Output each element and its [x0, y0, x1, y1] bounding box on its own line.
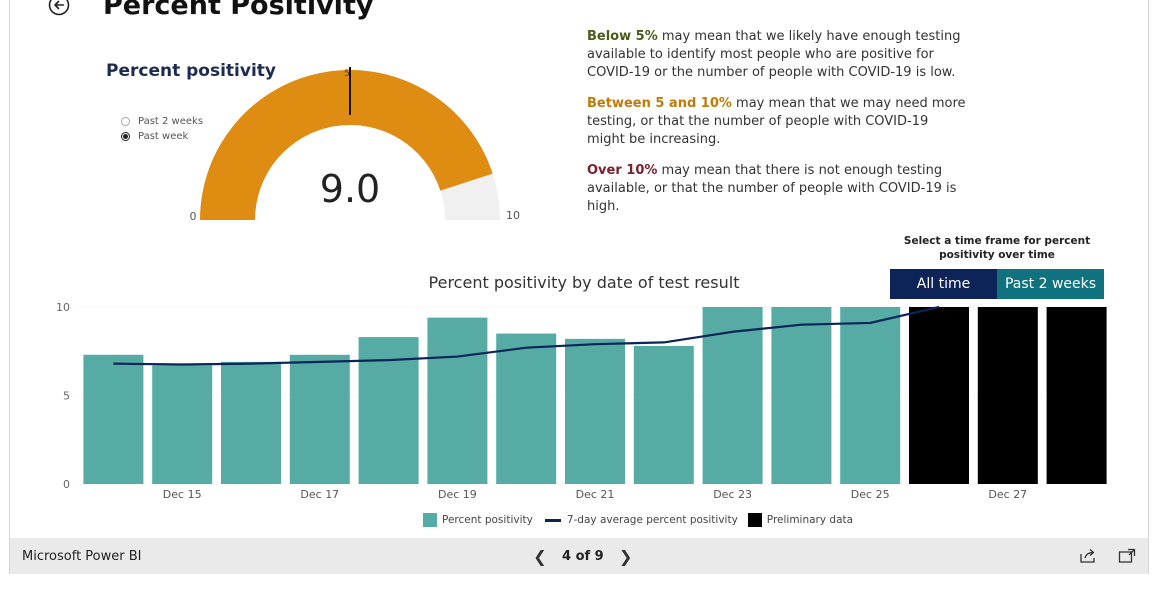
legend-line	[544, 518, 561, 522]
x-tick-label: Dec 23	[713, 488, 752, 501]
gauge-chart: 9.0 0 10 5	[190, 67, 520, 223]
page-navigator: ❮ 4 of 9 ❯	[526, 547, 640, 566]
chart-title: Percent positivity by date of test resul…	[428, 273, 740, 292]
back-arrow-icon[interactable]	[48, 0, 70, 16]
x-tick-label: Dec 25	[851, 488, 890, 501]
bar	[840, 307, 901, 484]
x-tick-label: Dec 15	[163, 488, 202, 501]
radio-button[interactable]	[121, 117, 130, 126]
x-tick-label: Dec 21	[576, 488, 615, 501]
chevron-right-icon[interactable]: ❯	[619, 546, 633, 566]
positivity-guidance: Below 5% may mean that we likely have en…	[587, 28, 967, 229]
expand-icon[interactable]	[1118, 548, 1136, 564]
time-range-radio-group: Past 2 weeks Past week	[121, 114, 203, 144]
legend-item-preliminary: Preliminary data	[738, 513, 853, 527]
bar	[221, 361, 281, 484]
bar	[633, 345, 694, 484]
gauge-value-arc	[200, 69, 493, 220]
y-tick-label: 10	[56, 301, 70, 314]
guidance-below-5: Below 5% may mean that we likely have en…	[587, 29, 961, 80]
gauge-min-label: 0	[190, 210, 197, 223]
gauge-target-label: 5	[344, 69, 350, 79]
radio-past-2-weeks[interactable]: Past 2 weeks	[121, 114, 203, 129]
bar	[702, 307, 763, 484]
radio-past-week[interactable]: Past week	[121, 129, 203, 144]
time-frame-caption: Select a time frame for percent positivi…	[903, 235, 1091, 261]
bar	[771, 307, 832, 484]
gauge-max-label: 10	[506, 209, 520, 222]
preliminary-bar	[977, 307, 1038, 484]
bar	[83, 354, 144, 484]
share-icon[interactable]	[1079, 548, 1097, 564]
preliminary-bar	[909, 307, 969, 484]
brand-label[interactable]: Microsoft Power BI	[22, 548, 142, 564]
chart-legend: Percent positivity 7-day average percent…	[423, 513, 853, 527]
legend-item-percent-positivity: Percent positivity	[423, 513, 533, 527]
y-tick-label: 0	[63, 478, 70, 491]
legend-swatch	[747, 513, 762, 527]
legend-item-7-day-average: 7-day average percent positivity	[533, 514, 738, 526]
radio-button[interactable]	[121, 132, 130, 141]
all-time-button[interactable]: All time	[890, 269, 997, 299]
positivity-bar-chart: 0 5 10 Dec 15 Dec 17 Dec 19 Dec 21 Dec 23 Dec 25…	[56, 301, 1111, 501]
radio-label: Past 2 weeks	[138, 116, 204, 127]
bar	[289, 354, 350, 484]
bar	[496, 333, 557, 484]
footer-bar: Microsoft Power BI ❮ 4 of 9 ❯	[10, 538, 1148, 574]
preliminary-bar	[1046, 307, 1107, 484]
legend-swatch	[423, 513, 437, 527]
x-tick-label: Dec 27	[988, 488, 1027, 501]
guidance-over-10: Over 10% may mean that there is not enou…	[587, 163, 957, 214]
x-tick-label: Dec 17	[300, 488, 339, 501]
page-title: Percent Positivity	[103, 0, 374, 21]
bar	[152, 365, 213, 484]
radio-label: Past week	[138, 131, 189, 142]
bar	[565, 338, 625, 484]
x-tick-label: Dec 19	[438, 488, 477, 501]
gauge-title: Percent positivity	[106, 61, 276, 81]
chart-title-row: Percent positivity by date of test resul…	[0, 273, 1158, 292]
y-tick-label: 5	[63, 390, 70, 403]
average-line	[113, 305, 940, 366]
bar	[427, 317, 488, 484]
chevron-left-icon[interactable]: ❮	[533, 546, 547, 566]
gauge-value-label: 9.0	[320, 167, 380, 211]
guidance-5-to-10: Between 5 and 10% may mean that we may n…	[587, 96, 966, 147]
past-2-weeks-button[interactable]: Past 2 weeks	[997, 269, 1104, 299]
page-indicator: 4 of 9	[562, 548, 604, 564]
